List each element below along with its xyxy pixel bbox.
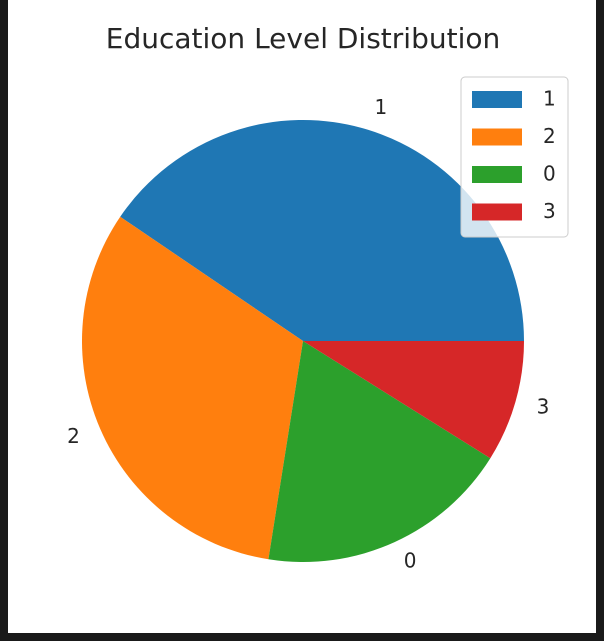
chart-title: Education Level Distribution bbox=[106, 22, 500, 55]
legend-swatch-3 bbox=[472, 203, 522, 221]
pie-slice-0 bbox=[268, 341, 491, 562]
legend-label-3: 3 bbox=[543, 199, 556, 223]
pie-slice-3 bbox=[303, 341, 524, 459]
pie-chart: Education Level Distribution 1 2 0 3 1 2 0 3 bbox=[67, 22, 569, 573]
legend-swatch-0 bbox=[472, 166, 522, 183]
legend-label-0: 0 bbox=[543, 162, 556, 186]
legend-box bbox=[460, 76, 569, 238]
legend: 1 2 0 3 bbox=[460, 76, 569, 238]
legend-label-2: 2 bbox=[543, 124, 556, 148]
figure-canvas: Education Level Distribution 1 2 0 3 1 2 0 3 bbox=[8, 0, 596, 633]
pie-slice-1 bbox=[120, 119, 524, 342]
slice-label-0: 0 bbox=[404, 549, 417, 573]
pie-slice-2 bbox=[81, 216, 304, 560]
pie-slice-labels: 1 2 0 3 bbox=[67, 95, 549, 573]
legend-swatch-2 bbox=[472, 128, 522, 146]
pie-slices bbox=[81, 119, 524, 562]
legend-swatch-1 bbox=[472, 91, 522, 108]
legend-label-1: 1 bbox=[543, 87, 556, 111]
slice-label-2: 2 bbox=[67, 424, 80, 448]
slice-label-1: 1 bbox=[374, 95, 387, 119]
slice-label-3: 3 bbox=[537, 395, 550, 419]
